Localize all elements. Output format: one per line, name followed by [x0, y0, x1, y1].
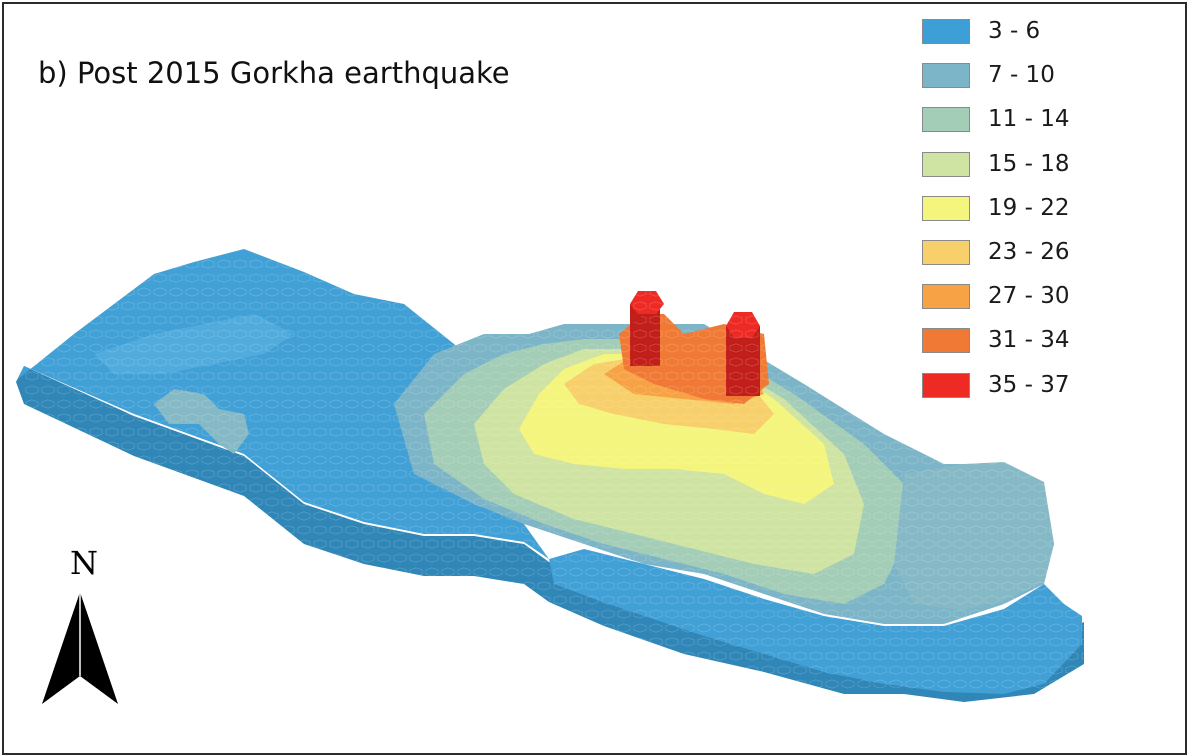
- legend-label: 3 - 6: [988, 18, 1041, 44]
- legend-item: 23 - 26: [922, 237, 1102, 281]
- legend-label: 35 - 37: [988, 371, 1070, 398]
- peak-east-top: [726, 312, 760, 338]
- peak-west-side: [630, 304, 660, 366]
- legend-label: 11 - 14: [988, 106, 1070, 133]
- legend-swatch: [922, 63, 970, 89]
- legend-swatch: [922, 284, 970, 310]
- legend-item: 35 - 37: [922, 370, 1102, 414]
- map-title: b) Post 2015 Gorkha earthquake: [38, 56, 510, 90]
- legend-swatch: [922, 328, 970, 354]
- region-east: [549, 462, 1082, 694]
- legend-item: 19 - 22: [922, 193, 1102, 237]
- band-3-6-south: [549, 549, 1082, 694]
- hex-map: [16, 249, 1084, 702]
- legend-item: 7 - 10: [922, 60, 1102, 104]
- legend-label: 23 - 26: [988, 238, 1070, 265]
- legend-item: 3 - 6: [922, 16, 1102, 60]
- legend-label: 19 - 22: [988, 194, 1070, 221]
- legend-swatch: [922, 195, 970, 221]
- legend-swatch: [922, 151, 970, 177]
- peak-west: [630, 291, 664, 366]
- legend-label: 15 - 18: [988, 150, 1070, 177]
- region-far-west: [18, 249, 549, 559]
- peak-west-top: [630, 291, 664, 314]
- region-west: [18, 249, 549, 559]
- legend-item: 27 - 30: [922, 281, 1102, 325]
- legend-swatch: [922, 19, 970, 44]
- legend-label: 7 - 10: [988, 62, 1055, 89]
- legend-item: 31 - 34: [922, 325, 1102, 369]
- legend-item: 11 - 14: [922, 104, 1102, 148]
- west-teal-patch: [154, 389, 249, 454]
- peak-east: [726, 312, 760, 396]
- west-highlight-ridge: [94, 314, 294, 374]
- legend-label: 27 - 30: [988, 283, 1070, 310]
- band-7-10-east: [894, 462, 1054, 610]
- legend-swatch: [922, 239, 970, 265]
- north-label: N: [70, 544, 98, 582]
- north-arrow-icon: [42, 592, 118, 704]
- legend-item: 15 - 18: [922, 149, 1102, 193]
- legend-swatch: [922, 372, 970, 398]
- legend-swatch: [922, 107, 970, 133]
- legend-label: 31 - 34: [988, 327, 1070, 354]
- legend: 3 - 6 7 - 10 11 - 14 15 - 18 19 - 22 23 - 26 2…: [922, 16, 1102, 414]
